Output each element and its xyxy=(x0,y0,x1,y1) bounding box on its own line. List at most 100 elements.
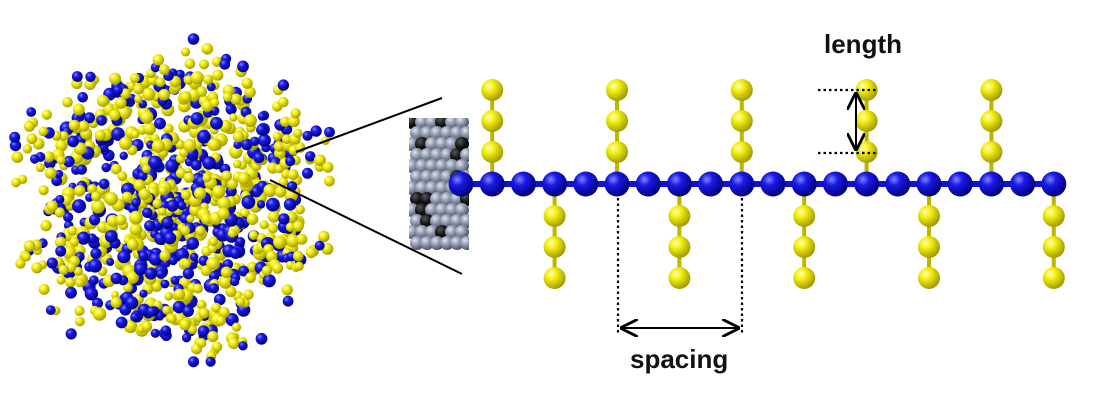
cloud-side-bead xyxy=(67,225,78,236)
side-chain-bead xyxy=(606,110,628,132)
cloud-backbone-bead xyxy=(88,258,102,273)
backbone-bead xyxy=(791,171,817,197)
backbone-bead xyxy=(635,171,661,197)
cloud-side-bead xyxy=(186,214,195,223)
cloud-side-bead xyxy=(285,222,296,232)
cloud-side-bead xyxy=(179,319,191,331)
cloud-backbone-bead xyxy=(208,283,220,294)
cloud-backbone-bead xyxy=(146,306,158,317)
side-chain-bead xyxy=(918,205,940,227)
core-atom-dark xyxy=(450,148,464,162)
cloud-side-bead xyxy=(143,122,157,135)
backbone-bead xyxy=(448,171,474,197)
cloud-side-bead xyxy=(200,213,213,225)
cloud-backbone-bead xyxy=(45,305,56,315)
cloud-backbone-bead xyxy=(67,135,79,148)
core-atom xyxy=(420,170,434,184)
side-chain-bead xyxy=(793,267,816,289)
cloud-backbone-bead xyxy=(175,248,189,262)
core-atom xyxy=(410,148,424,162)
cloud-side-bead xyxy=(196,299,207,310)
cloud-backbone-bead xyxy=(187,33,200,45)
spacing-label: spacing xyxy=(630,344,728,374)
core-atom xyxy=(450,214,464,228)
side-chain-bead xyxy=(606,141,628,163)
cloud-backbone-bead xyxy=(85,71,96,83)
cloud-backbone-bead xyxy=(168,255,178,266)
cloud-side-bead xyxy=(217,196,231,211)
cloud-side-bead xyxy=(278,96,289,108)
cloud-side-bead xyxy=(123,282,133,293)
core-atom xyxy=(410,126,424,140)
cloud-side-bead xyxy=(243,289,254,300)
cloud-backbone-bead xyxy=(106,258,115,266)
cloud-backbone-bead xyxy=(89,275,99,286)
cloud-backbone-bead xyxy=(46,257,58,269)
core-atom xyxy=(425,225,439,239)
cloud-side-bead xyxy=(227,228,237,238)
core-atom xyxy=(445,225,459,239)
cloud-side-bead xyxy=(56,275,66,285)
backbone-bead xyxy=(978,171,1004,197)
cloud-side-bead xyxy=(75,278,85,288)
cloud-side-bead xyxy=(74,305,85,316)
cloud-backbone-bead xyxy=(310,125,322,137)
cloud-side-bead xyxy=(225,286,237,298)
cloud-backbone-bead xyxy=(144,267,157,280)
backbone-bead xyxy=(479,171,505,197)
cloud-backbone-bead xyxy=(148,155,163,170)
cloud-backbone-bead xyxy=(190,112,204,125)
core-atom xyxy=(440,192,454,206)
cloud-side-bead xyxy=(273,235,287,249)
cloud-backbone-bead xyxy=(181,333,192,343)
side-chain-bead xyxy=(668,236,691,258)
cloud-backbone-bead xyxy=(9,139,22,152)
backbone-bead xyxy=(729,171,755,197)
cloud-side-bead xyxy=(141,164,151,174)
cloud-side-bead xyxy=(72,103,85,116)
cloud-side-bead xyxy=(181,189,191,200)
core-atom xyxy=(410,214,424,228)
side-chain-bead xyxy=(730,110,753,132)
cloud-backbone-bead xyxy=(55,194,65,204)
cloud-side-bead xyxy=(209,237,218,247)
backbone-bead xyxy=(916,171,942,197)
cloud-backbone-bead xyxy=(125,296,139,310)
cloud-side-bead xyxy=(69,237,80,247)
cloud-side-bead xyxy=(221,170,232,182)
core-atom xyxy=(440,148,454,162)
side-chain-bead xyxy=(793,236,816,258)
core-atom xyxy=(460,148,469,162)
cloud-side-bead xyxy=(243,114,257,128)
core-atom xyxy=(440,214,454,228)
cloud-backbone-bead xyxy=(277,79,290,91)
cloud-backbone-bead xyxy=(285,156,296,167)
core-atom-dark xyxy=(415,137,429,151)
cloud-side-bead xyxy=(56,155,66,165)
cloud-side-bead xyxy=(296,233,308,245)
core-atom xyxy=(435,181,449,195)
cloud-side-bead xyxy=(163,123,174,134)
spacing-annotation: spacing xyxy=(616,198,744,374)
cloud-backbone-bead xyxy=(154,117,166,130)
cloud-side-bead xyxy=(90,199,105,214)
cloud-backbone-bead xyxy=(142,207,153,219)
cloud-side-bead xyxy=(46,200,58,212)
cloud-backbone-bead xyxy=(305,151,316,162)
cloud-backbone-bead xyxy=(144,220,156,232)
cloud-backbone-bead xyxy=(205,356,216,367)
backbone-bead xyxy=(573,171,599,197)
cloud-side-bead xyxy=(241,77,253,89)
cloud-side-bead xyxy=(110,163,122,175)
cloud-backbone-bead xyxy=(210,116,223,130)
cloud-side-bead xyxy=(293,128,303,138)
cloud-backbone-bead xyxy=(30,154,40,164)
cloud-side-bead xyxy=(133,179,146,192)
core-atom xyxy=(420,236,434,250)
core-atom xyxy=(430,214,444,228)
cloud-side-bead xyxy=(38,185,49,196)
cloud-backbone-bead xyxy=(206,82,216,92)
side-chain-bead xyxy=(481,110,504,132)
cloud-side-bead xyxy=(198,59,210,70)
cloud-side-bead xyxy=(43,151,55,163)
